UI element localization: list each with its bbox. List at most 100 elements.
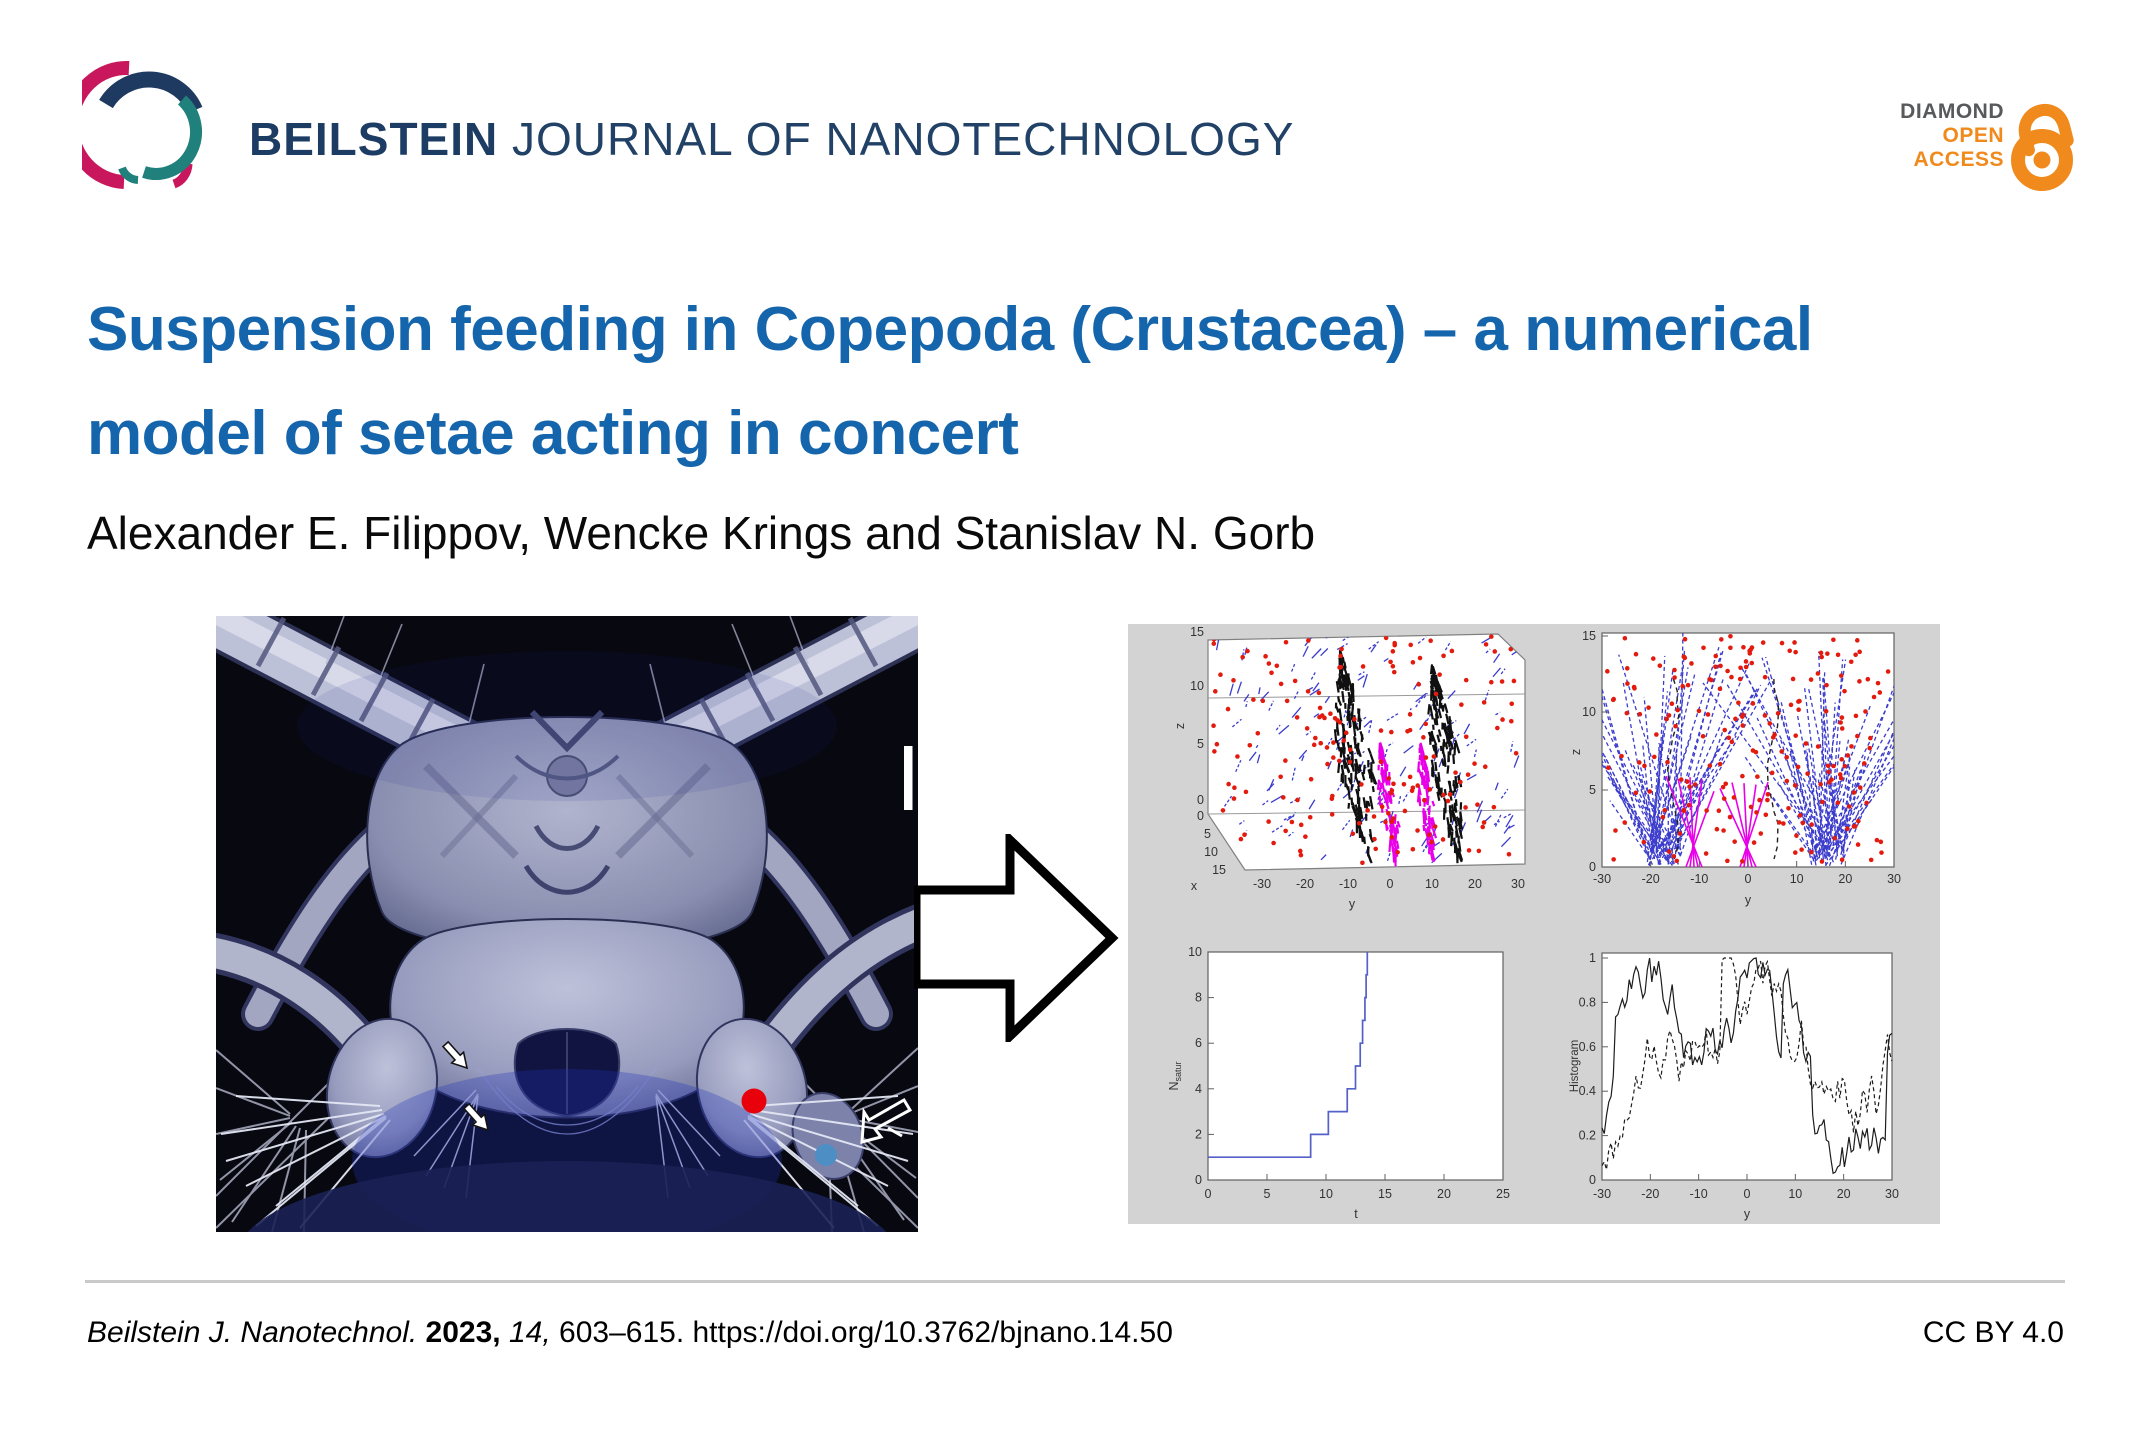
plot-mark [1286, 815, 1295, 822]
plot-mark [1646, 669, 1674, 863]
plot-mark [1492, 667, 1502, 678]
plot-mark [1769, 770, 1775, 776]
plot-mark [1380, 767, 1384, 775]
plot-mark [1823, 721, 1838, 852]
plot-mark [1337, 719, 1343, 725]
plot-mark [1343, 674, 1347, 682]
plot-mark [1440, 837, 1446, 842]
plot-mark [1751, 840, 1757, 845]
plot-mark [1356, 820, 1362, 826]
plot-mark [1211, 723, 1216, 729]
plot-mark [1721, 828, 1726, 833]
plot-mark [1864, 800, 1869, 806]
plot-mark [1650, 673, 1696, 856]
plot-mark [1868, 735, 1873, 741]
plot-mark [1842, 688, 1847, 694]
tick-label: 10 [1790, 872, 1804, 886]
plot-mark [1665, 775, 1703, 867]
tick-label: 30 [1511, 877, 1525, 891]
plot-mark [1455, 816, 1462, 830]
plot-mark [1835, 652, 1841, 658]
plot-mark [1714, 826, 1720, 832]
plot-mark [1232, 785, 1237, 790]
plot-mark [1394, 831, 1398, 844]
plot-mark [1609, 800, 1651, 860]
plot-mark [1729, 739, 1735, 745]
plot-mark [1442, 797, 1448, 804]
plot-mark [1360, 860, 1365, 866]
plot-mark [1325, 761, 1330, 767]
plot-mark [1839, 757, 1844, 762]
plot-mark [1361, 771, 1366, 781]
plot-mark [1341, 691, 1345, 703]
title-line-2: model of setae acting in concert [87, 399, 1019, 468]
plot-mark [1767, 721, 1773, 726]
plot-mark [1772, 732, 1777, 738]
plot-mark [1251, 697, 1256, 702]
tick-label: 6 [1195, 1036, 1202, 1050]
plot-mark [1713, 653, 1719, 659]
plot-mark [1700, 733, 1706, 739]
plot-mark [1650, 656, 1656, 661]
plot-mark [1861, 761, 1867, 766]
plot-mark [1875, 680, 1881, 686]
plot-mark [1347, 759, 1353, 765]
plot-mark [1825, 651, 1830, 656]
plot-mark [1422, 841, 1429, 853]
plot-mark [1854, 638, 1860, 643]
plot-mark [1857, 679, 1862, 684]
tick-label: 0 [1589, 1173, 1596, 1187]
article-title: Suspension feeding in Copepoda (Crustace… [87, 278, 2047, 486]
tick-label: 4 [1195, 1082, 1202, 1096]
plot-mark [1266, 661, 1272, 666]
plot-mark [1311, 648, 1322, 659]
plot-mark [1429, 664, 1434, 675]
plot-mark [1717, 761, 1723, 767]
head-details [423, 709, 711, 895]
plot-mark [1372, 836, 1377, 842]
plot-mark [1495, 725, 1500, 731]
plot-mark [1427, 787, 1433, 792]
tick-label: 25 [1496, 1187, 1510, 1201]
plot-mark [1601, 952, 1893, 1181]
plot-mark [1868, 857, 1874, 863]
plot-mark [1848, 659, 1854, 665]
plot-mark [1220, 808, 1226, 813]
plot-mark [1324, 696, 1331, 704]
plot-mark [1389, 819, 1395, 825]
plot-mark [1343, 759, 1351, 773]
plot-mark [1726, 735, 1732, 741]
plot-mark [1495, 711, 1501, 716]
plot-mark [1680, 683, 1685, 689]
plot-mark [1692, 782, 1698, 787]
plot-mark [1817, 651, 1829, 856]
plot-mark [1347, 747, 1353, 752]
plot-mark [1717, 686, 1723, 692]
plot-mark [1428, 638, 1433, 644]
plot-mark [1743, 784, 1757, 867]
plot-mark [1846, 804, 1852, 809]
plot-mark [1419, 719, 1428, 731]
plot-mark [1226, 781, 1231, 787]
plot-mark: N [1167, 1081, 1181, 1090]
plot-mark [1316, 690, 1322, 696]
plot-mark [1784, 778, 1790, 784]
plot-mark [1664, 716, 1669, 722]
plot-mark [1431, 754, 1437, 759]
plot-mark [1347, 676, 1352, 687]
plot-mark [1723, 781, 1729, 787]
plot-mark [1755, 774, 1760, 779]
plot-mark [1743, 783, 1749, 867]
plot-mark [1329, 812, 1335, 817]
plot-mark [1871, 694, 1877, 700]
plot-mark [1815, 671, 1821, 676]
plot-mark [1611, 696, 1617, 702]
plot-mark [1454, 799, 1458, 807]
plot-mark [1436, 791, 1441, 801]
plot-mark [1797, 813, 1803, 818]
plot-mark [1381, 782, 1386, 792]
plot-mark [1332, 715, 1338, 721]
plot-mark [1476, 848, 1482, 854]
